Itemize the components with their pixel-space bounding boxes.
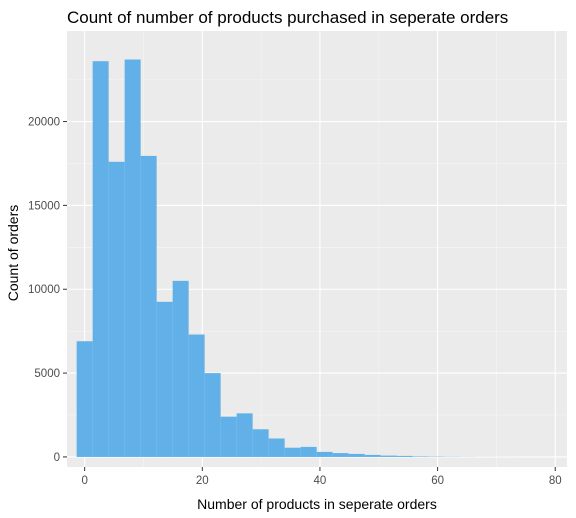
histogram-bar: [348, 453, 365, 457]
y-tick-label: 5000: [34, 368, 60, 380]
histogram-bar: [140, 155, 157, 457]
y-tick-label: 10000: [28, 284, 60, 296]
x-tick-label: 40: [314, 475, 327, 487]
histogram-bar: [220, 416, 237, 457]
histogram-bar: [204, 373, 221, 457]
y-tick-label: 15000: [28, 200, 60, 212]
histogram-bar: [412, 456, 429, 457]
histogram-bar: [124, 59, 141, 457]
histogram-bar: [92, 61, 109, 457]
histogram-bar: [156, 301, 173, 457]
x-axis-title: Number of products in seperate orders: [197, 496, 437, 512]
histogram-bar: [236, 413, 253, 457]
x-tick-label: 0: [81, 475, 87, 487]
histogram-bar: [284, 447, 301, 457]
histogram-bar: [252, 429, 269, 457]
histogram-bars: [76, 59, 557, 457]
histogram-bar: [332, 453, 349, 457]
y-axis-title: Count of orders: [5, 205, 21, 302]
histogram-bar: [268, 438, 285, 457]
chart-title: Count of number of products purchased in…: [67, 8, 508, 27]
histogram-bar: [300, 446, 317, 457]
histogram-bar: [396, 455, 413, 457]
x-axis-ticks: 0 20 40 60 80: [81, 467, 562, 487]
x-tick-label: 20: [196, 475, 209, 487]
y-axis-ticks: 0 5000 10000 15000 20000: [28, 117, 67, 464]
x-tick-label: 60: [431, 475, 444, 487]
histogram-bar: [76, 341, 93, 457]
histogram-bar: [316, 451, 333, 457]
histogram-bar: [364, 454, 381, 457]
histogram-bar: [380, 455, 397, 457]
x-tick-label: 80: [549, 475, 562, 487]
y-tick-label: 20000: [28, 117, 60, 129]
histogram-bar: [188, 334, 205, 457]
y-tick-label: 0: [54, 452, 60, 464]
histogram-bar: [108, 161, 125, 457]
histogram-bar: [172, 280, 189, 457]
